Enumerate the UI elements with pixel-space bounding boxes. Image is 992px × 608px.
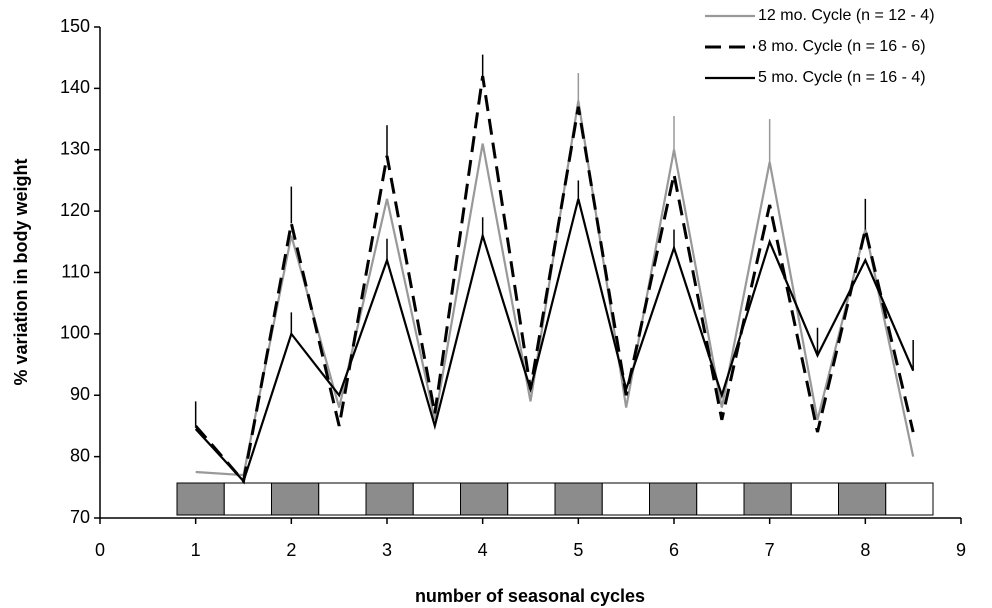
season-box: [554, 482, 603, 516]
y-tick-label: 100: [60, 323, 90, 343]
season-box: [743, 482, 792, 516]
y-tick-label: 120: [60, 200, 90, 220]
y-tick-label: 110: [61, 261, 90, 281]
x-tick-label: 7: [765, 540, 775, 560]
legend-label: 12 mo. Cycle (n = 12 - 4): [758, 7, 935, 24]
legend-label: 5 mo. Cycle (n = 16 - 4): [758, 69, 926, 86]
season-box: [412, 482, 461, 516]
season-box: [838, 482, 887, 516]
season-box: [649, 482, 698, 516]
x-tick-label: 0: [95, 540, 105, 560]
series-line: [194, 75, 915, 485]
season-box: [223, 482, 272, 516]
y-tick-label: 70: [70, 507, 90, 527]
x-tick-label: 5: [573, 540, 583, 560]
y-axis-title: % variation in body weight: [11, 158, 31, 385]
season-box: [318, 482, 367, 516]
season-box: [696, 482, 745, 516]
series-line: [194, 198, 915, 484]
season-box: [271, 482, 320, 516]
x-tick-label: 4: [478, 540, 488, 560]
season-box: [885, 482, 934, 516]
x-tick-label: 1: [191, 540, 201, 560]
y-tick-label: 140: [60, 77, 90, 97]
season-box: [507, 482, 556, 516]
x-tick-label: 9: [956, 540, 966, 560]
x-axis-title: number of seasonal cycles: [415, 586, 645, 606]
y-tick-label: 90: [70, 384, 90, 404]
season-box: [365, 482, 414, 516]
y-tick-label: 80: [70, 445, 90, 465]
legend-label: 8 mo. Cycle (n = 16 - 6): [758, 38, 926, 55]
x-tick-label: 3: [382, 540, 392, 560]
season-box: [601, 482, 650, 516]
x-tick-label: 6: [669, 540, 679, 560]
x-tick-label: 2: [286, 540, 296, 560]
y-tick-label: 130: [60, 139, 90, 159]
season-box: [176, 482, 225, 516]
x-tick-label: 8: [860, 540, 870, 560]
season-box: [790, 482, 839, 516]
y-tick-label: 150: [60, 16, 90, 36]
series-line: [195, 100, 915, 477]
season-box: [460, 482, 509, 516]
